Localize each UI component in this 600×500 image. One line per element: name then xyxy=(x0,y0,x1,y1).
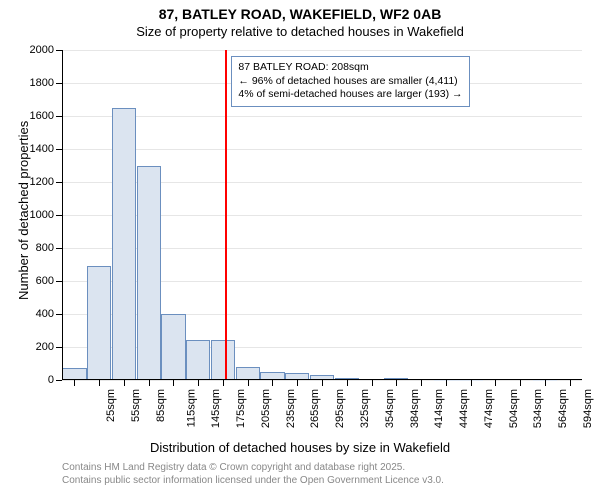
x-tick-label: 175sqm xyxy=(235,389,247,428)
credit-line1: Contains HM Land Registry data © Crown c… xyxy=(62,462,405,473)
y-tick-label: 1400 xyxy=(30,143,54,155)
x-tick-mark xyxy=(149,380,150,386)
x-tick-mark xyxy=(223,380,224,386)
x-tick-mark xyxy=(570,380,571,386)
x-tick-mark xyxy=(421,380,422,386)
histogram-bar xyxy=(87,266,111,380)
histogram-bar xyxy=(112,108,136,380)
chart-container: 87, BATLEY ROAD, WAKEFIELD, WF2 0AB Size… xyxy=(0,0,600,500)
histogram-bar xyxy=(137,166,161,381)
x-tick-mark xyxy=(248,380,249,386)
y-tick-label: 600 xyxy=(36,275,54,287)
x-axis-line xyxy=(62,379,582,380)
chart-title-line2: Size of property relative to detached ho… xyxy=(0,24,600,39)
x-tick-label: 504sqm xyxy=(508,389,520,428)
y-tick-label: 1600 xyxy=(30,110,54,122)
x-axis-label: Distribution of detached houses by size … xyxy=(0,440,600,455)
chart-title-line1: 87, BATLEY ROAD, WAKEFIELD, WF2 0AB xyxy=(0,6,600,22)
x-tick-mark xyxy=(471,380,472,386)
y-tick-label: 800 xyxy=(36,242,54,254)
x-tick-mark xyxy=(372,380,373,386)
marker-line xyxy=(225,50,227,380)
x-tick-label: 235sqm xyxy=(285,389,297,428)
gridline xyxy=(62,116,582,117)
x-tick-label: 205sqm xyxy=(260,389,272,428)
x-tick-label: 534sqm xyxy=(532,389,544,428)
y-tick-label: 1000 xyxy=(30,209,54,221)
x-tick-label: 85sqm xyxy=(155,389,167,422)
x-tick-label: 564sqm xyxy=(557,389,569,428)
y-tick-label: 1800 xyxy=(30,77,54,89)
caption-line: 87 BATLEY ROAD: 208sqm xyxy=(238,61,462,75)
x-tick-label: 474sqm xyxy=(483,389,495,428)
x-tick-label: 325sqm xyxy=(359,389,371,428)
gridline xyxy=(62,149,582,150)
x-tick-mark xyxy=(545,380,546,386)
x-tick-label: 25sqm xyxy=(105,389,117,422)
x-tick-label: 384sqm xyxy=(409,389,421,428)
x-tick-mark xyxy=(322,380,323,386)
x-tick-label: 145sqm xyxy=(211,389,223,428)
histogram-bar xyxy=(186,340,210,380)
y-axis-line xyxy=(62,50,63,380)
plot-area: 87 BATLEY ROAD: 208sqm← 96% of detached … xyxy=(62,50,582,380)
y-tick-label: 0 xyxy=(48,374,54,386)
credit-line2: Contains public sector information licen… xyxy=(62,475,444,486)
x-tick-label: 265sqm xyxy=(310,389,322,428)
gridline xyxy=(62,50,582,51)
x-tick-label: 414sqm xyxy=(433,389,445,428)
x-tick-mark xyxy=(74,380,75,386)
histogram-bar xyxy=(161,314,185,380)
x-tick-mark xyxy=(446,380,447,386)
x-tick-label: 295sqm xyxy=(334,389,346,428)
caption-line: ← 96% of detached houses are smaller (4,… xyxy=(238,75,462,89)
x-tick-mark xyxy=(173,380,174,386)
x-tick-label: 444sqm xyxy=(458,389,470,428)
y-tick-label: 400 xyxy=(36,308,54,320)
x-tick-mark xyxy=(520,380,521,386)
x-tick-mark xyxy=(99,380,100,386)
y-tick-mark xyxy=(56,380,62,381)
y-tick-label: 2000 xyxy=(30,44,54,56)
x-tick-label: 55sqm xyxy=(130,389,142,422)
x-tick-mark xyxy=(272,380,273,386)
caption-line: 4% of semi-detached houses are larger (1… xyxy=(238,88,462,102)
x-tick-mark xyxy=(495,380,496,386)
caption-box: 87 BATLEY ROAD: 208sqm← 96% of detached … xyxy=(231,56,469,107)
x-tick-mark xyxy=(124,380,125,386)
x-tick-mark xyxy=(198,380,199,386)
x-tick-label: 594sqm xyxy=(582,389,594,428)
x-tick-mark xyxy=(297,380,298,386)
x-tick-mark xyxy=(396,380,397,386)
y-tick-label: 200 xyxy=(36,341,54,353)
x-tick-label: 115sqm xyxy=(185,389,197,427)
y-tick-label: 1200 xyxy=(30,176,54,188)
x-tick-mark xyxy=(347,380,348,386)
x-tick-label: 354sqm xyxy=(384,389,396,428)
histogram-bar xyxy=(211,340,235,380)
